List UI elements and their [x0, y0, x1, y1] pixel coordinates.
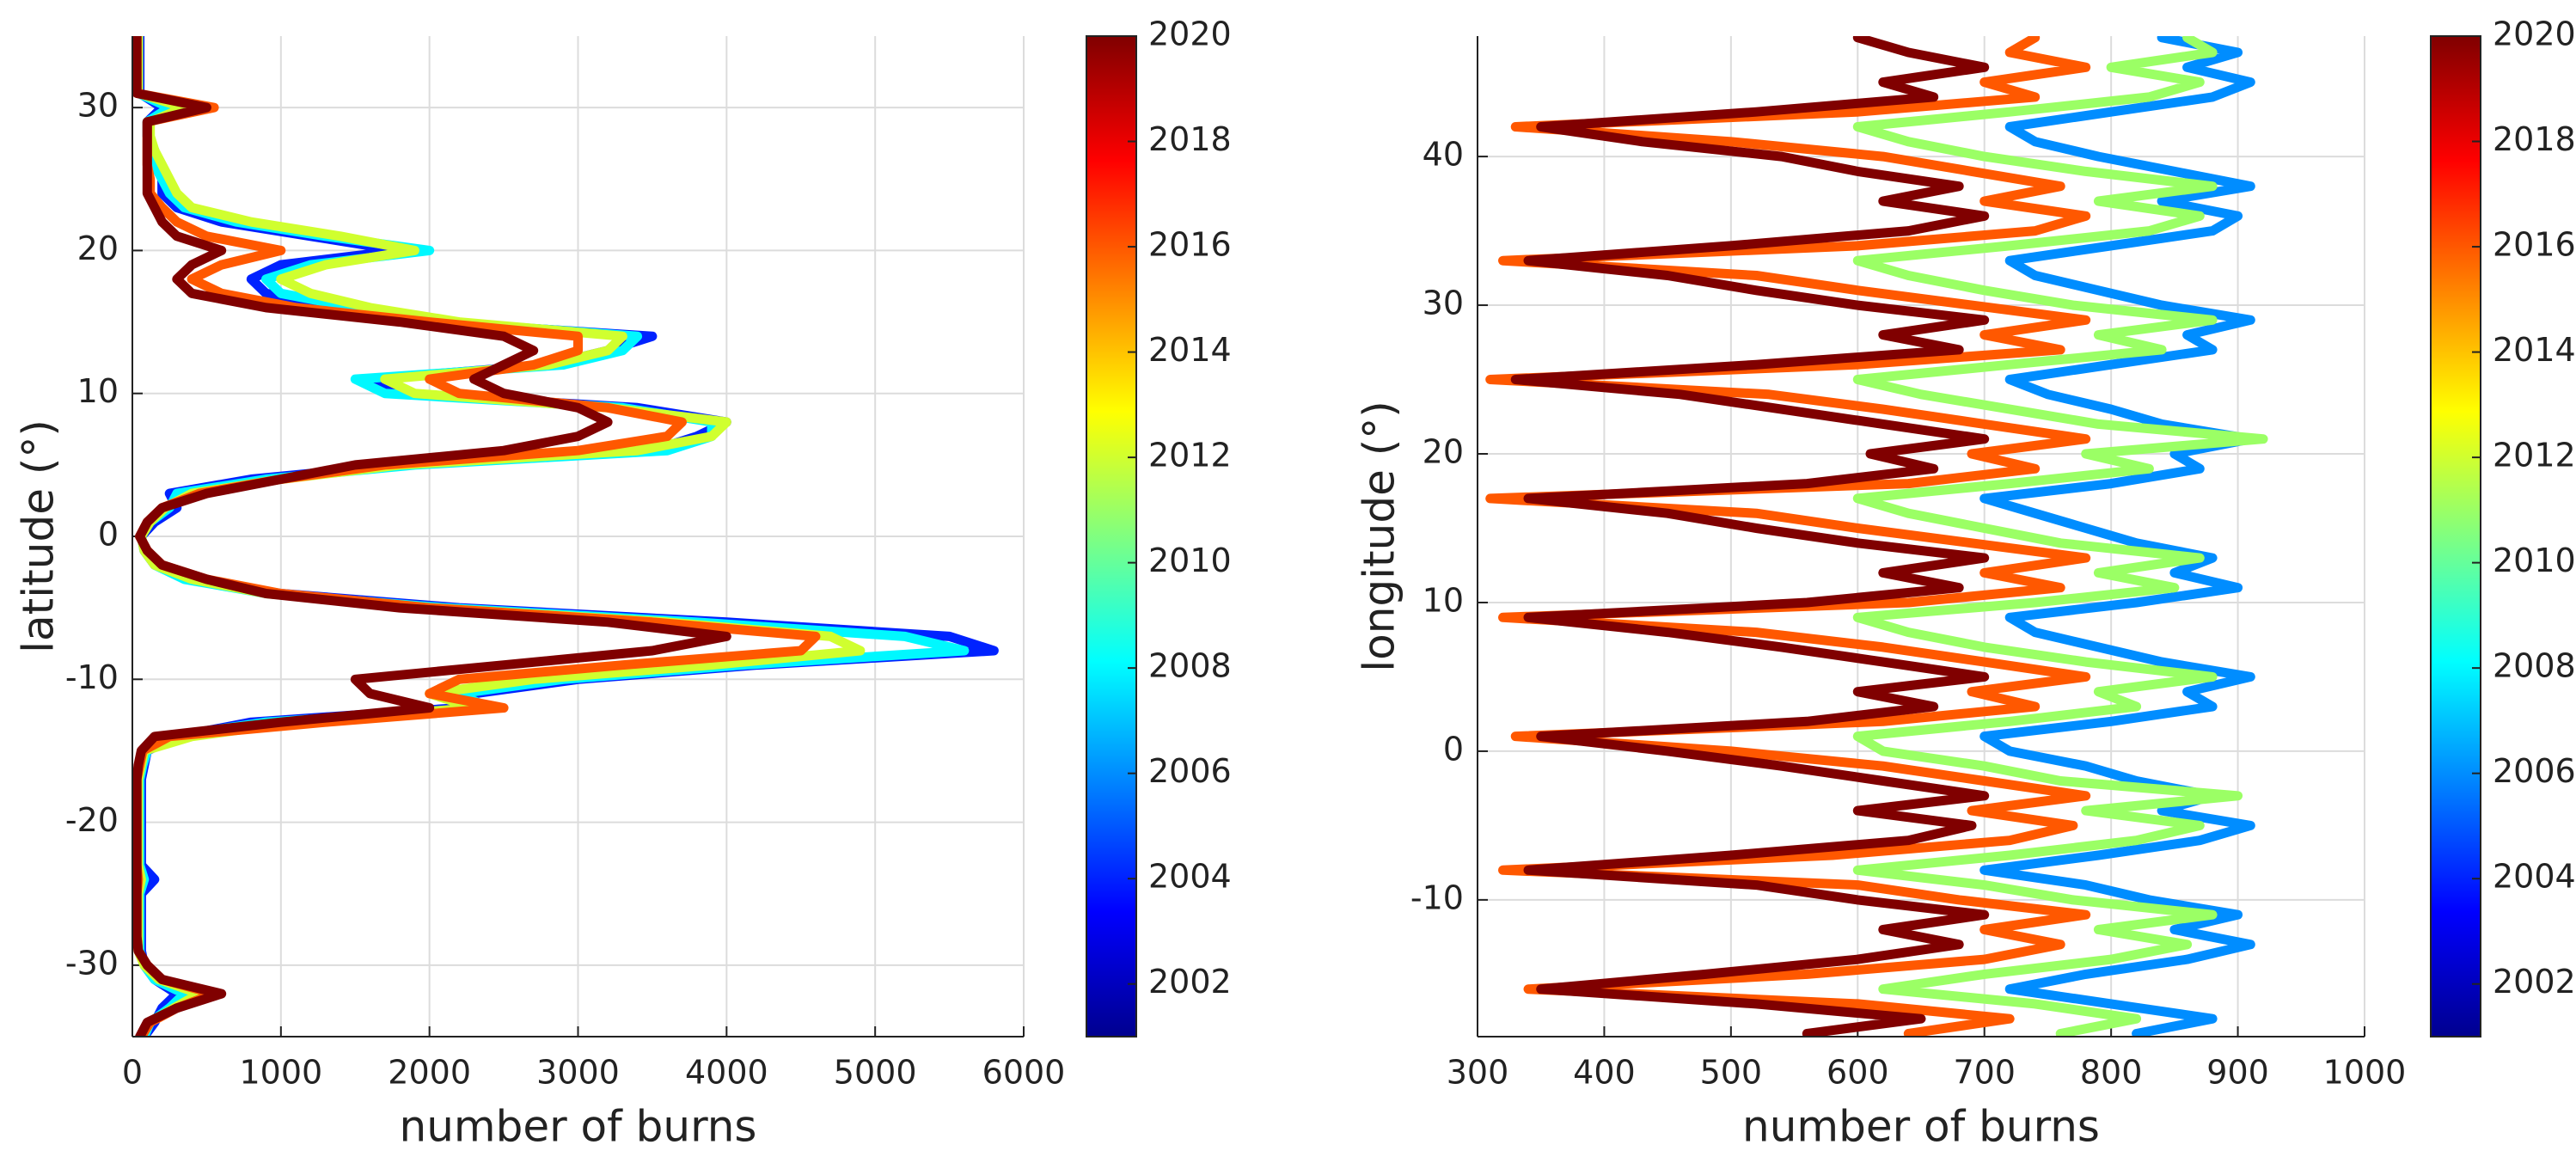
colorbar-tick-label: 2006: [2493, 752, 2576, 790]
y-tick-label: 20: [1423, 433, 1464, 471]
y-tick-label: 10: [77, 372, 119, 410]
y-tick-label: -20: [65, 801, 119, 839]
x-tick-label: 800: [2080, 1054, 2143, 1092]
colorbar-tick-label: 2020: [1148, 15, 1232, 53]
colorbar-tick-label: 2018: [1148, 120, 1232, 158]
x-tick-label: 6000: [982, 1054, 1066, 1092]
x-tick-label: 0: [122, 1054, 143, 1092]
colorbar-tick-label: 2016: [2493, 226, 2576, 264]
y-tick-label: 40: [1423, 136, 1464, 174]
y-tick-label: -10: [1410, 878, 1464, 916]
x-axis-label: number of burns: [400, 1102, 757, 1152]
colorbar-tick-label: 2002: [2493, 963, 2576, 1001]
x-tick-label: 500: [1700, 1054, 1763, 1092]
x-tick-label: 300: [1447, 1054, 1509, 1092]
y-tick-label: 0: [1443, 730, 1464, 768]
colorbar-tick-label: 2012: [1148, 437, 1232, 474]
panel: 300 400 500 600 700 800 900 1000 -10 0 10 20 30 40 num…: [1355, 15, 2576, 1152]
colorbar-tick-label: 2004: [2493, 858, 2576, 896]
colorbar-tick-label: 2016: [1148, 226, 1232, 264]
y-tick-label: 0: [98, 516, 119, 554]
y-axis-label: latitude (°): [14, 419, 64, 653]
colorbar-tick-label: 2014: [2493, 331, 2576, 369]
x-tick-label: 2000: [388, 1054, 471, 1092]
colorbar-tick-label: 2014: [1148, 331, 1232, 369]
series-line: [1979, 36, 2255, 1037]
x-tick-label: 400: [1573, 1054, 1636, 1092]
colorbar: [1086, 35, 1137, 1038]
x-tick-label: 3000: [536, 1054, 620, 1092]
colorbar-tick-label: 2010: [1148, 542, 1232, 579]
y-tick-label: 30: [1423, 285, 1464, 322]
colorbar-tick-label: 2018: [2493, 120, 2576, 158]
colorbar-tick-label: 2010: [2493, 542, 2576, 579]
x-tick-label: 1000: [239, 1054, 322, 1092]
colorbar-tick-label: 2008: [1148, 647, 1232, 685]
x-axis-label: number of burns: [1742, 1102, 2100, 1152]
x-tick-label: 900: [2206, 1054, 2269, 1092]
y-tick-label: 10: [1423, 581, 1464, 619]
colorbar-tick-label: 2008: [2493, 647, 2576, 685]
colorbar-tick-label: 2004: [1148, 858, 1232, 896]
colorbar-tick-label: 2012: [2493, 437, 2576, 474]
x-tick-label: 600: [1826, 1054, 1889, 1092]
y-axis-label: longitude (°): [1355, 401, 1404, 672]
x-tick-label: 4000: [685, 1054, 768, 1092]
y-tick-label: 20: [77, 230, 119, 267]
colorbar: [2430, 35, 2481, 1038]
y-tick-label: -30: [65, 944, 119, 982]
y-tick-label: 30: [77, 87, 119, 125]
colorbar-tick-label: 2006: [1148, 752, 1232, 790]
colorbar-tick-label: 2020: [2493, 15, 2576, 53]
x-tick-label: 5000: [834, 1054, 917, 1092]
series-line: [1510, 36, 1990, 1037]
x-tick-label: 700: [1953, 1054, 2016, 1092]
series-line: [132, 36, 731, 1037]
y-tick-label: -10: [65, 658, 119, 696]
plot-area: [132, 36, 999, 1037]
x-tick-label: 1000: [2323, 1054, 2407, 1092]
colorbar-tick-label: 2002: [1148, 963, 1232, 1001]
panel: 0 1000 2000 3000 4000 5000 6000 -30 -20 -10 0 10 20 3…: [14, 15, 1232, 1152]
series-line: [1852, 36, 2268, 1037]
plot-area: [1485, 36, 2268, 1037]
